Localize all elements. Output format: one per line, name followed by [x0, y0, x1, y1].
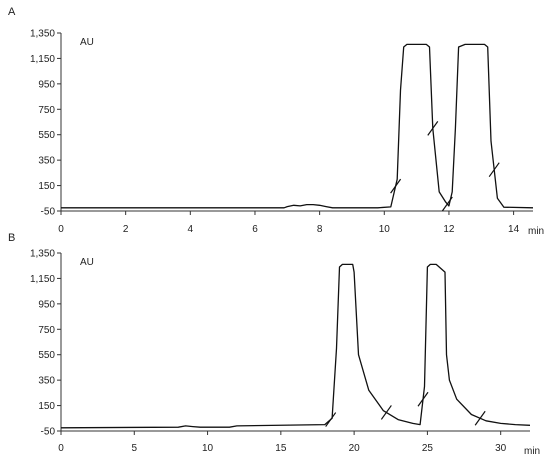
y-tick-label: 1,350 — [30, 249, 55, 260]
y-tick-label: 550 — [38, 350, 55, 361]
integration-marker — [474, 410, 486, 426]
x-tick-label: 14 — [508, 224, 520, 235]
x-tick-label: 10 — [202, 443, 214, 454]
y-tick-label: 350 — [38, 376, 55, 387]
panel-label: A — [8, 6, 16, 18]
x-tick-label: 2 — [123, 224, 129, 235]
y-tick-label: -50 — [41, 427, 56, 438]
y-tick-label: 550 — [38, 130, 55, 141]
x-tick-label: 12 — [443, 224, 455, 235]
integration-marker — [417, 391, 429, 407]
chromatogram-trace — [61, 43, 534, 209]
x-unit-label: min — [524, 446, 540, 457]
y-tick-label: 1,150 — [30, 54, 55, 65]
y-tick-label: 350 — [38, 156, 55, 167]
x-tick-label: 8 — [317, 224, 323, 235]
x-tick-label: 30 — [495, 443, 507, 454]
x-tick-label: 25 — [422, 443, 434, 454]
chromatogram-panel-b: -50 150 350 550 750 950 1,150 1,350 0 5 10 15 20 25 30… — [8, 232, 540, 457]
integration-marker — [325, 412, 337, 427]
x-tick-label: 5 — [132, 443, 138, 454]
x-tick-label: 6 — [252, 224, 258, 235]
integration-marker — [390, 178, 402, 194]
x-tick-label: 20 — [349, 443, 361, 454]
y-tick-label: 750 — [38, 105, 55, 116]
y-unit-label: AU — [80, 257, 94, 268]
integration-marker — [441, 196, 453, 212]
chromatogram-panel-a: -50 150 350 550 750 950 1,150 1,350 0 2 4 6 8 10 12 14 A… — [8, 6, 544, 237]
x-tick-label: 4 — [188, 224, 194, 235]
y-tick-label: 950 — [38, 299, 55, 310]
panel-label: B — [8, 232, 15, 244]
y-tick-label: 1,350 — [30, 29, 55, 40]
y-tick-label: 150 — [38, 181, 55, 192]
integration-marker — [427, 121, 439, 136]
x-tick-label: 0 — [58, 224, 64, 235]
x-tick-label: 0 — [58, 443, 64, 454]
y-tick-label: -50 — [41, 207, 56, 218]
x-tick-label: 10 — [379, 224, 391, 235]
x-tick-label: 15 — [275, 443, 287, 454]
y-tick-label: 150 — [38, 401, 55, 412]
integration-marker — [380, 405, 392, 420]
integration-marker — [488, 162, 500, 178]
y-tick-label: 1,150 — [30, 274, 55, 285]
x-unit-label: min — [528, 226, 544, 237]
y-tick-label: 750 — [38, 325, 55, 336]
y-tick-label: 950 — [38, 79, 55, 90]
y-unit-label: AU — [80, 37, 94, 48]
chromatogram-trace — [60, 263, 531, 429]
